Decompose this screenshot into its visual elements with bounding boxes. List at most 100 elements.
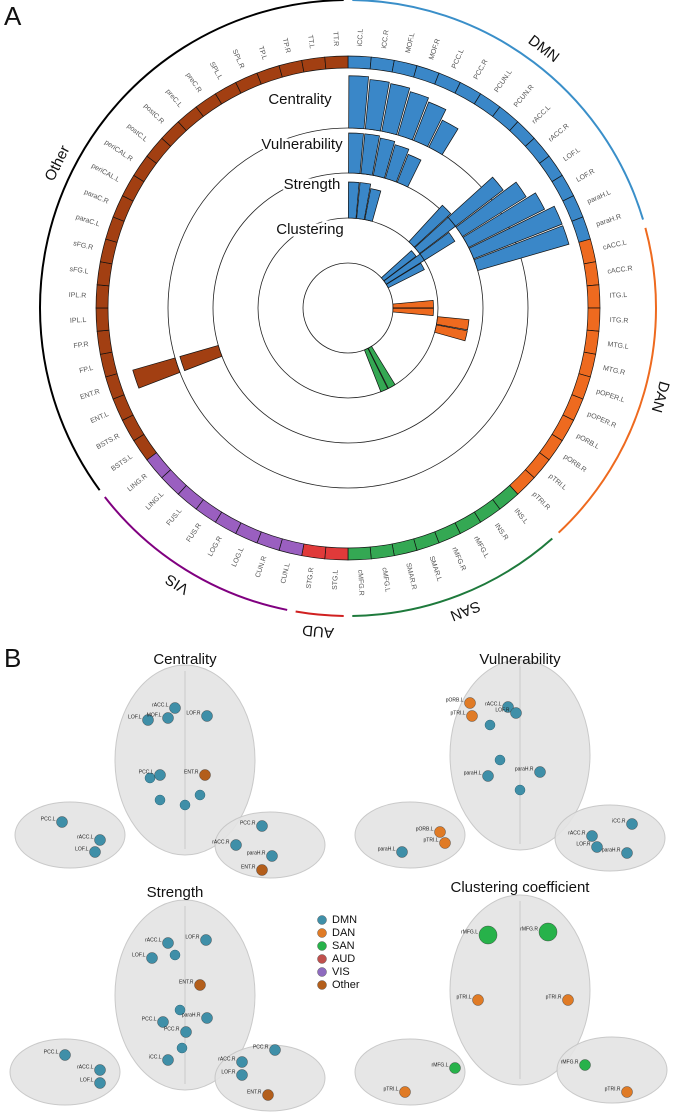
node-label: rMFG.L [461,929,478,935]
bar [413,101,447,148]
bar [364,79,390,132]
network-segment [347,546,372,561]
node-label: pTRI.R [605,1086,621,1092]
network-segment [562,195,584,222]
node [180,1026,192,1038]
region-label: LOF.R [575,168,596,184]
network-label: SAN [448,597,483,624]
brain [554,804,666,872]
node [199,769,211,781]
node-label: paraH.L [464,770,482,776]
node-label: rACC.L [77,1064,94,1070]
region-label: pOPER.L [595,388,625,404]
region-label: iCC.R [381,30,391,49]
node-label: ENT.R [179,979,194,985]
ring-guides [167,127,529,489]
node [502,701,514,713]
network-segment [369,543,395,560]
network-segment [301,543,327,560]
bar [396,153,422,188]
node [236,1056,248,1068]
node-label: rACC.R [212,839,230,845]
region-label: PCC.R [473,59,490,81]
bar [364,188,382,222]
node [146,952,158,964]
node [157,1016,169,1028]
legend-swatch [317,980,327,990]
ring-label: Vulnerability [261,136,343,153]
bar [468,205,563,260]
network-segment [578,238,597,265]
region-label: FUS.L [166,507,184,527]
region-label: BSTS.R [95,433,121,451]
network-label: AUD [301,621,334,641]
node [494,754,506,766]
brain [214,811,326,879]
node [434,826,446,838]
region-label: ENT.L [90,411,110,425]
region-label: SPL.L [208,61,223,81]
node [201,1012,213,1024]
node-label: pTRI.L [450,710,465,716]
region-label: SMAR.R [404,562,417,590]
node-label: ENT.R [241,864,256,870]
node [194,789,206,801]
bar [455,181,527,237]
region-label: cACC.L [602,239,627,251]
network-label: DAN [648,379,673,414]
node [59,1049,71,1061]
network-segment [301,56,327,73]
panel-title: Clustering coefficient [451,879,591,896]
network-segment [391,59,418,78]
region-label: paraH.R [595,213,622,228]
node [236,1069,248,1081]
region-label: pTRI.L [547,473,568,492]
region-label: STG.R [306,567,316,589]
region-label: INS.R [493,522,509,541]
region-label: MTG.L [607,341,629,351]
brain [354,1038,466,1106]
network-segment [413,531,440,551]
ring-circle [302,262,394,354]
network-segment [571,373,591,400]
region-label: MOF.R [428,38,442,61]
region-label: rMFG.R [450,546,466,572]
node [482,770,494,782]
network-segment [586,307,601,332]
node [201,710,213,722]
network-segment [578,351,597,378]
node [256,820,268,832]
brain [354,801,466,869]
network-segment [96,329,113,355]
network-segment [413,65,440,85]
node [162,1054,174,1066]
network-segment [391,538,418,557]
ring-circle [212,172,484,444]
network-segment [278,59,305,78]
node-label: rACC.R [218,1056,236,1062]
network-segment [434,522,461,544]
node-label: pTRI.L [423,837,438,843]
region-label: periCAL.R [103,139,134,163]
region-label: ITG.R [610,317,629,325]
node [510,707,522,719]
region-label: LOG.L [231,546,246,568]
bar [363,347,389,393]
region-label: FP.R [73,341,89,350]
node [262,1089,274,1101]
region-label: IPL.L [70,317,87,325]
node-label: MOF.L [147,712,162,718]
region-label: cMFG.R [356,570,364,596]
node-label: pORB.L [416,826,434,832]
legend-label: SAN [332,940,355,952]
region-label: SMAR.L [428,555,443,582]
region-label: paraC.L [75,214,101,229]
ring-label: Centrality [268,91,332,108]
network-segment [347,55,372,70]
node-label: rMFG.L [432,1062,449,1068]
region-label: paraC.R [83,189,110,206]
node-label: rACC.L [152,702,169,708]
bar [428,119,459,156]
ring-label: Strength [284,176,341,193]
node-label: pTRI.L [383,1086,398,1092]
